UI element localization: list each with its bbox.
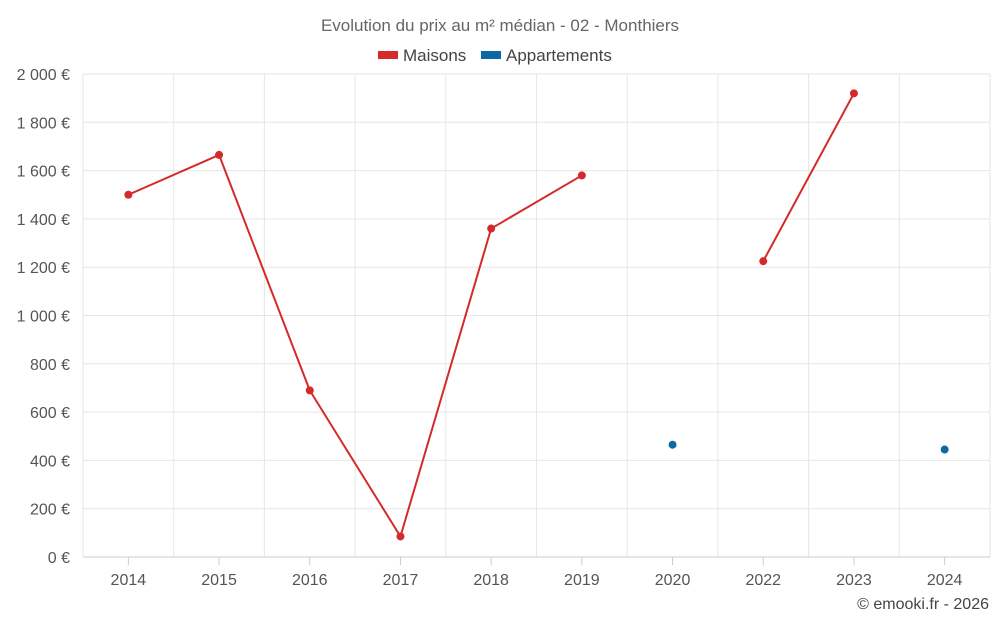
x-tick-label: 2020 [655, 572, 691, 589]
y-tick-label: 0 € [48, 550, 70, 567]
y-tick-label: 400 € [30, 453, 70, 470]
series-line-maisons [127, 153, 583, 538]
x-tick-label: 2023 [836, 572, 872, 589]
y-tick-label: 200 € [30, 502, 70, 519]
legend-label-maisons: Maisons [403, 46, 466, 65]
series-appartements [668, 440, 949, 454]
data-point-maisons-2018[interactable] [487, 224, 496, 233]
data-point-maisons-2015[interactable] [215, 150, 224, 159]
legend: Maisons Appartements [378, 46, 612, 65]
legend-item-appartements[interactable]: Appartements [481, 46, 612, 65]
legend-swatch-maisons [378, 51, 398, 59]
series-maisons [124, 89, 858, 541]
y-tick-label: 600 € [30, 405, 70, 422]
data-point-maisons-2014[interactable] [124, 190, 133, 199]
y-axis: 0 € 200 € 400 € 600 € 800 € 1 000 € 1 200 € 1 4… [17, 67, 70, 567]
series-layer [124, 89, 949, 541]
y-tick-label: 800 € [30, 357, 70, 374]
x-tick-label: 2018 [473, 572, 509, 589]
x-tick-label: 2014 [111, 572, 147, 589]
credit-text: © emooki.fr - 2026 [857, 596, 989, 613]
data-point-appartements-2020[interactable] [668, 440, 677, 449]
x-tick-label: 2022 [745, 572, 781, 589]
legend-swatch-appartements [481, 51, 501, 59]
data-point-maisons-2019[interactable] [577, 171, 586, 180]
data-point-appartements-2024[interactable] [940, 445, 949, 454]
x-tick-label: 2016 [292, 572, 328, 589]
x-tick-label: 2015 [201, 572, 237, 589]
y-tick-label: 1 000 € [17, 309, 70, 326]
x-tick-label: 2017 [383, 572, 419, 589]
x-tick-label: 2019 [564, 572, 600, 589]
grid [82, 73, 991, 558]
y-tick-label: 1 200 € [17, 260, 70, 277]
data-point-maisons-2022[interactable] [759, 257, 768, 266]
data-point-maisons-2017[interactable] [396, 532, 405, 541]
data-point-maisons-2016[interactable] [305, 386, 314, 395]
legend-item-maisons[interactable]: Maisons [378, 46, 466, 65]
data-point-maisons-2023[interactable] [849, 89, 858, 98]
y-tick-label: 1 400 € [17, 212, 70, 229]
chart-title: Evolution du prix au m² médian - 02 - Mo… [321, 16, 679, 35]
y-tick-label: 1 600 € [17, 164, 70, 181]
x-axis: 2014 2015 2016 2017 2018 2019 2020 2022 2023 2024 [111, 557, 963, 589]
y-tick-label: 1 800 € [17, 115, 70, 132]
x-tick-label: 2024 [927, 572, 963, 589]
legend-label-appartements: Appartements [506, 46, 612, 65]
y-tick-label: 2 000 € [17, 67, 70, 84]
series-line-maisons [762, 92, 855, 262]
